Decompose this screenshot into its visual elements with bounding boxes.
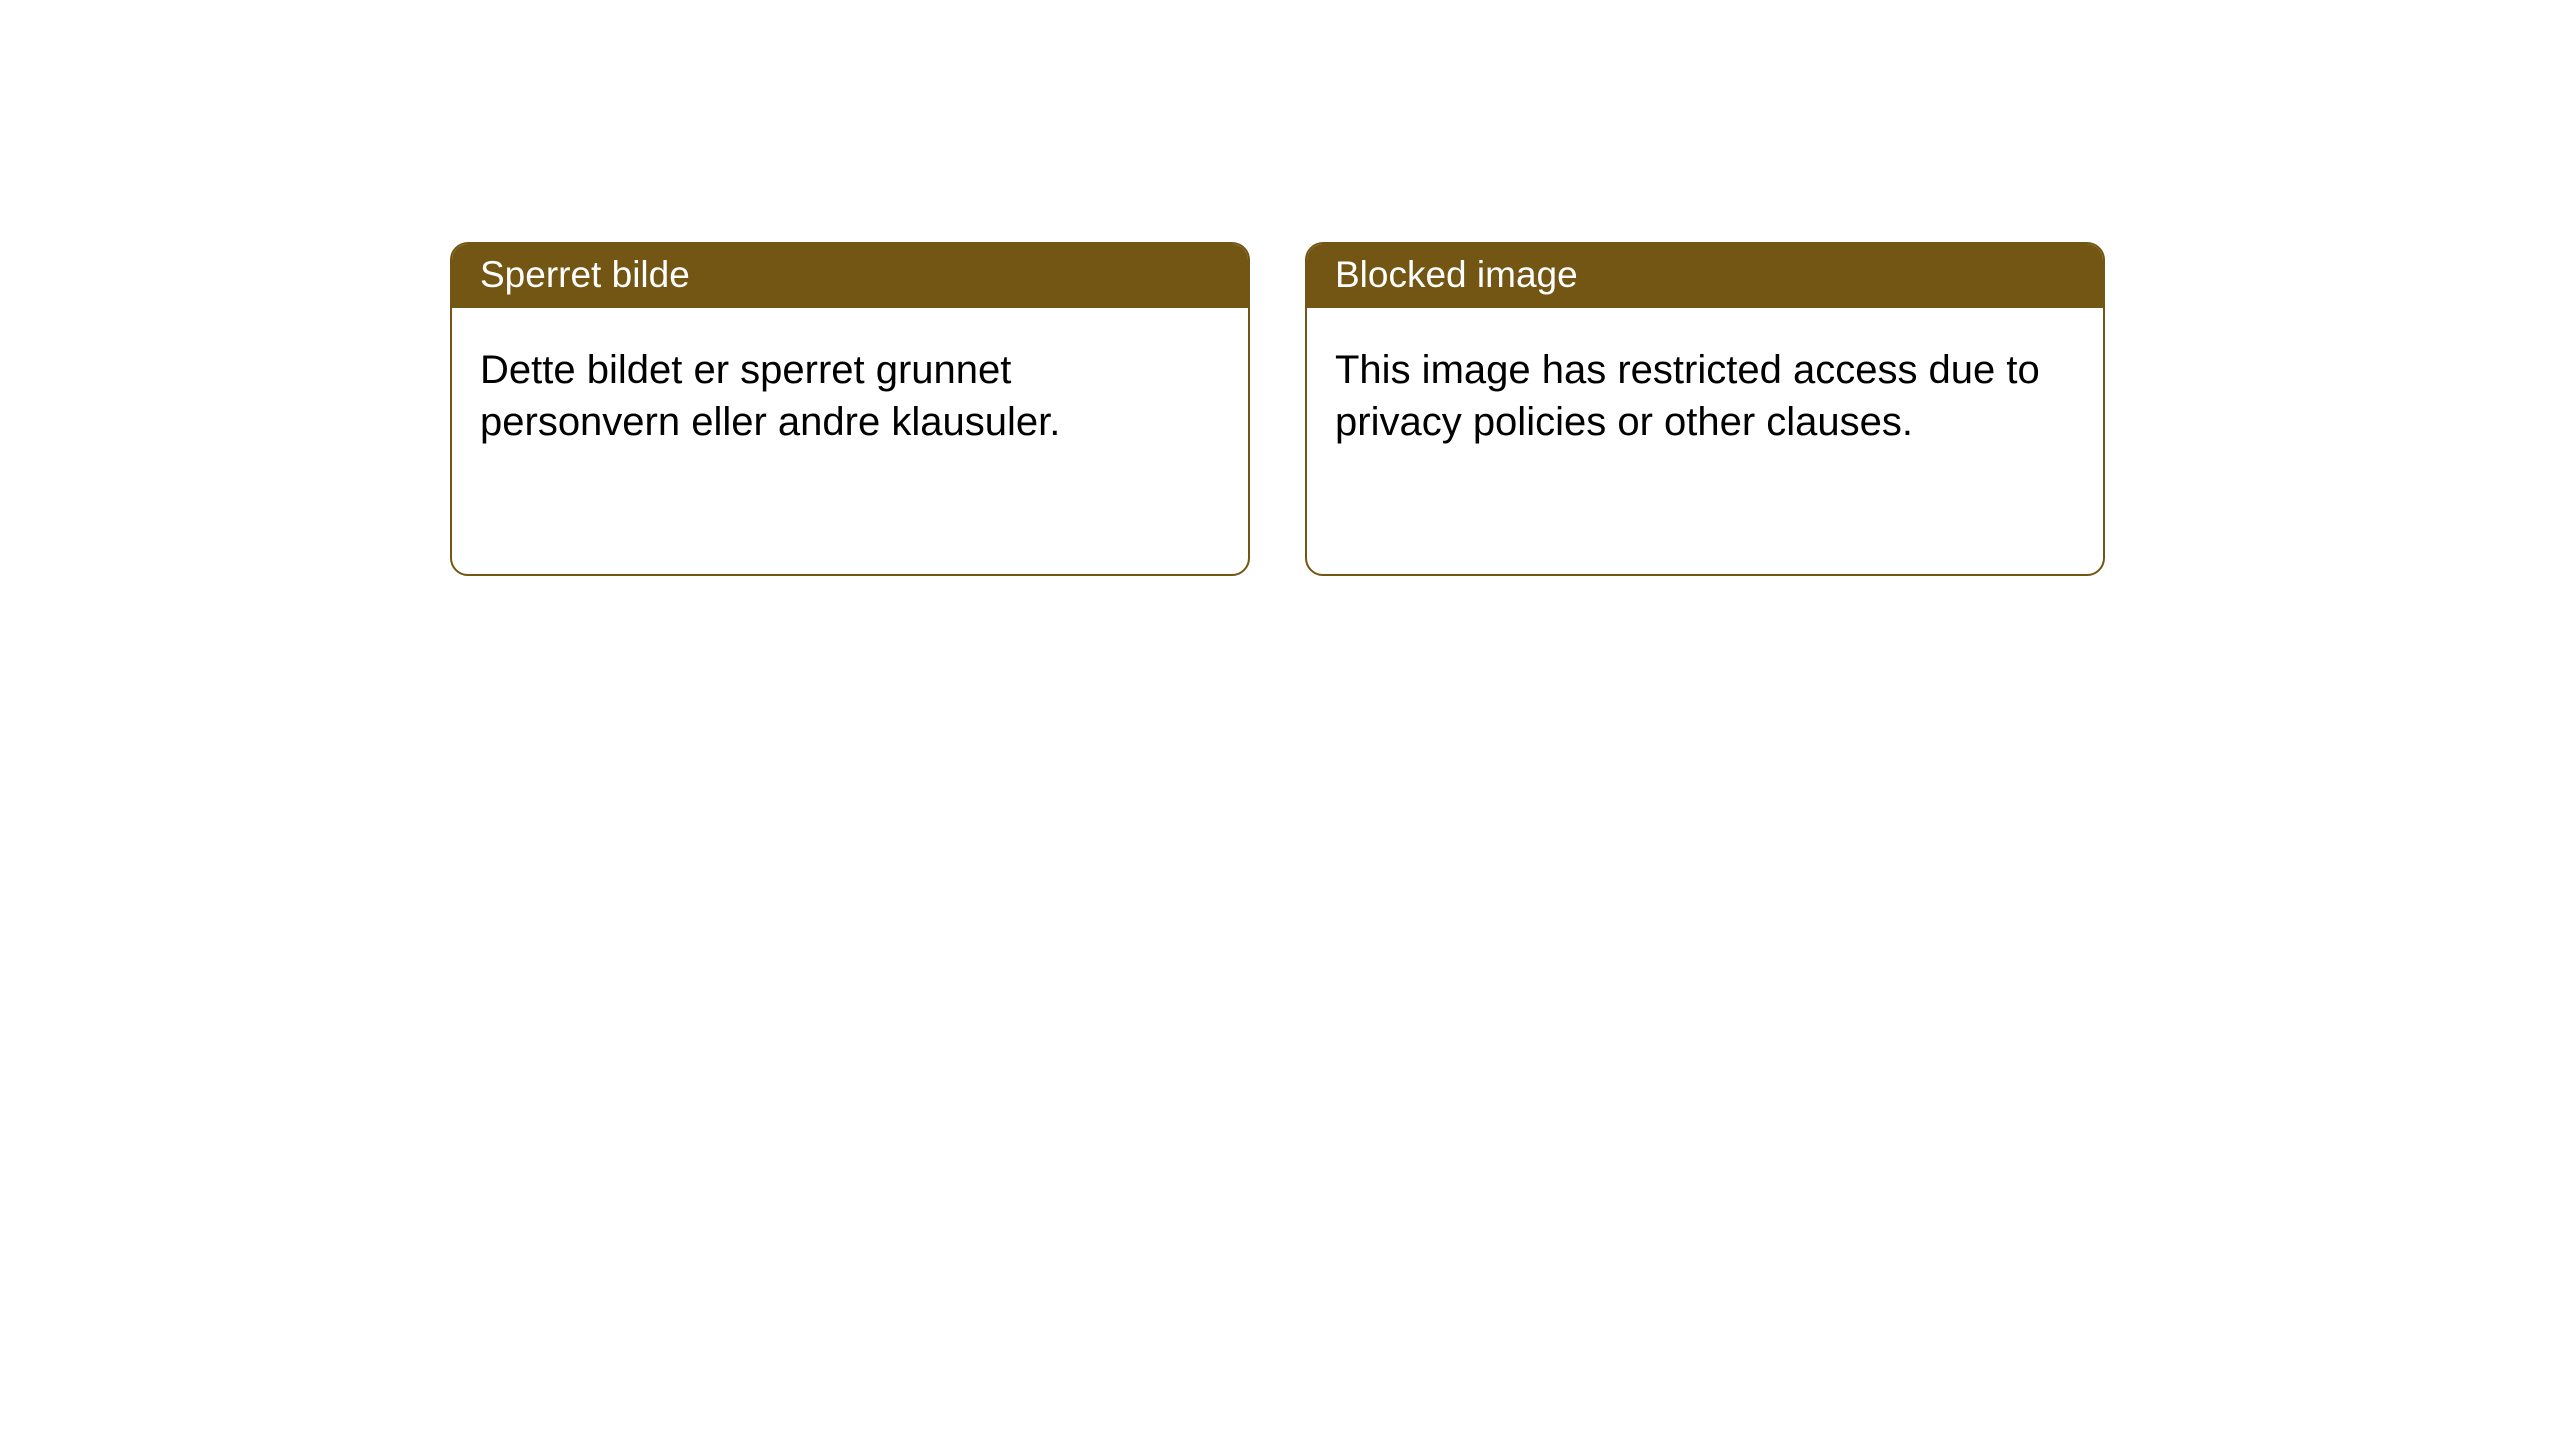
notice-container: Sperret bilde Dette bildet er sperret gr… (0, 0, 2560, 576)
notice-body-norwegian: Dette bildet er sperret grunnet personve… (452, 308, 1248, 476)
notice-header-english: Blocked image (1307, 244, 2103, 308)
notice-card-english: Blocked image This image has restricted … (1305, 242, 2105, 576)
notice-body-english: This image has restricted access due to … (1307, 308, 2103, 476)
notice-header-norwegian: Sperret bilde (452, 244, 1248, 308)
notice-card-norwegian: Sperret bilde Dette bildet er sperret gr… (450, 242, 1250, 576)
